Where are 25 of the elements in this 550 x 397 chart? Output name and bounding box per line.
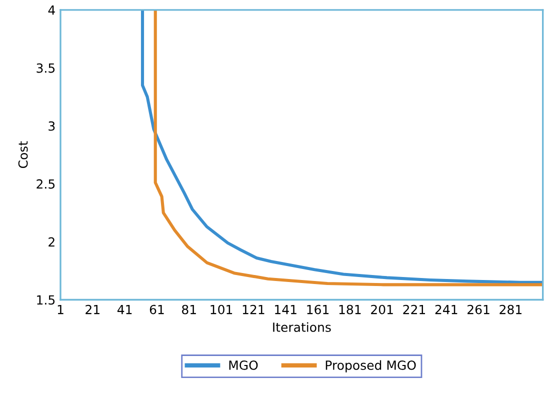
x-tick-label: 261 bbox=[468, 304, 490, 314]
y-tick-label: 3 bbox=[48, 121, 55, 131]
x-tick-label: 121 bbox=[242, 304, 264, 314]
x-tick-label: 161 bbox=[307, 304, 329, 314]
x-tick-label: 221 bbox=[403, 304, 425, 314]
y-tick-label: 3.5 bbox=[36, 63, 55, 73]
y-axis-title: Cost bbox=[18, 141, 28, 168]
x-tick-label: 101 bbox=[210, 304, 232, 314]
x-tick-label: 41 bbox=[117, 304, 132, 314]
x-axis-title: Iterations bbox=[273, 322, 331, 332]
x-tick-label: 1 bbox=[58, 304, 64, 314]
x-tick-label: 281 bbox=[500, 304, 522, 314]
x-tick-label: 81 bbox=[182, 304, 196, 314]
y-tick-label: 2.5 bbox=[36, 179, 55, 189]
legend-label: Proposed MGO bbox=[326, 360, 416, 372]
x-tick-label: 21 bbox=[86, 304, 100, 314]
x-tick-label: 141 bbox=[275, 304, 296, 314]
x-tick-label: 201 bbox=[371, 304, 393, 314]
x-tick-label: 61 bbox=[150, 304, 164, 314]
x-tick-label: 241 bbox=[435, 304, 458, 314]
y-tick-label: 4 bbox=[48, 6, 55, 15]
y-tick-label: 2 bbox=[48, 237, 54, 247]
y-tick-label: 1.5 bbox=[37, 295, 55, 305]
x-tick-label: 181 bbox=[339, 304, 361, 314]
legend-label: MGO bbox=[229, 360, 258, 370]
